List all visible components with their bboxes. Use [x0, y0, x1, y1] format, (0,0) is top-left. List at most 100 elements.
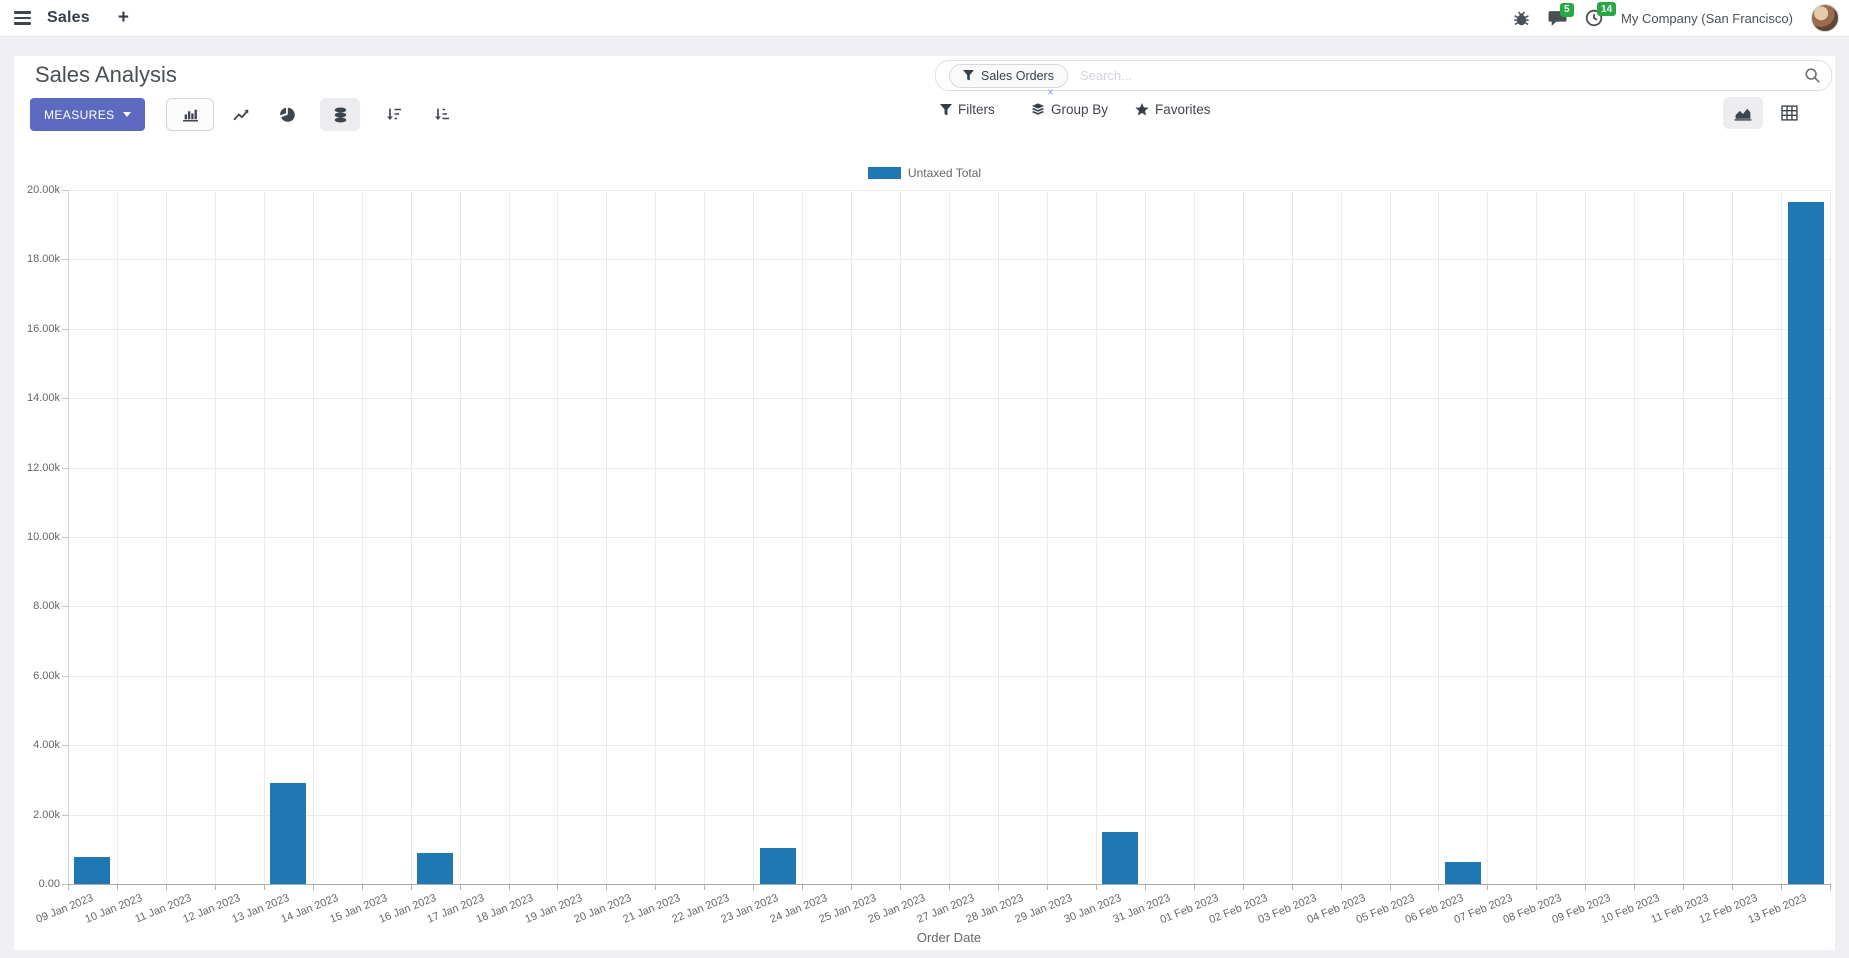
bar-09-jan-2023[interactable]	[74, 856, 111, 884]
x-tick-mark	[1585, 884, 1587, 890]
bar-13-jan-2023[interactable]	[270, 783, 307, 884]
gridline	[1781, 190, 1783, 884]
x-tick-mark	[1683, 884, 1685, 890]
plus-icon[interactable]: +	[117, 7, 129, 29]
x-tick-mark	[655, 884, 657, 890]
bar-30-jan-2023[interactable]	[1102, 831, 1139, 884]
y-tick-mark	[62, 745, 68, 747]
gridline	[263, 190, 265, 884]
pivot-view-button[interactable]	[1769, 97, 1809, 129]
favorites-button[interactable]: Favorites	[1135, 102, 1211, 117]
gridline	[655, 190, 657, 884]
x-tick-mark	[1438, 884, 1440, 890]
pie-chart-button[interactable]	[267, 98, 307, 131]
apps-menu-icon[interactable]	[12, 7, 33, 28]
sort-ascending-icon	[435, 108, 449, 120]
search-icon[interactable]	[1804, 67, 1821, 84]
bar-16-jan-2023[interactable]	[417, 853, 454, 884]
layers-icon	[1031, 103, 1045, 115]
x-tick-mark	[508, 884, 510, 890]
group-by-button[interactable]: Group By	[1031, 102, 1108, 117]
y-tick-label: 2.00k	[33, 808, 60, 821]
sort-ascending-button[interactable]	[422, 98, 462, 131]
x-tick-mark	[312, 884, 314, 890]
x-tick-mark	[214, 884, 216, 890]
x-tick-mark	[1536, 884, 1538, 890]
bar-23-jan-2023[interactable]	[759, 847, 796, 884]
gridline	[1046, 190, 1048, 884]
bar-chart-button[interactable]	[166, 98, 214, 131]
top-navbar: Sales + 5	[0, 0, 1849, 37]
activities-button[interactable]: 14	[1585, 2, 1617, 27]
y-tick-mark	[62, 675, 68, 677]
gridline	[508, 190, 510, 884]
funnel-icon	[963, 70, 974, 81]
pivot-grid-icon	[1780, 105, 1798, 121]
gridline	[1242, 190, 1244, 884]
x-tick-mark	[1634, 884, 1636, 890]
filters-button[interactable]: Filters	[940, 102, 995, 117]
x-tick-mark	[949, 884, 950, 890]
legend-label: Untaxed Total	[907, 166, 982, 180]
x-axis-line	[68, 884, 1830, 885]
gridline	[1487, 190, 1489, 884]
star-icon	[1135, 103, 1149, 116]
measures-button[interactable]: MEASURES	[30, 98, 145, 131]
x-tick-mark	[900, 884, 902, 890]
gridline	[116, 190, 118, 884]
gridline	[1291, 190, 1293, 884]
search-facet-sales-orders[interactable]: Sales Orders	[949, 63, 1068, 88]
gridline	[1438, 190, 1440, 884]
company-switcher[interactable]: My Company (San Francisco)	[1621, 10, 1793, 26]
y-tick-label: 4.00k	[33, 739, 60, 752]
gridline	[312, 190, 314, 884]
gridline	[851, 190, 853, 884]
x-tick-mark	[1242, 884, 1244, 890]
facet-label: Sales Orders	[981, 68, 1054, 83]
legend-swatch	[867, 167, 901, 179]
y-tick-label: 12.00k	[26, 461, 60, 474]
gridline	[606, 190, 608, 884]
messages-button[interactable]: 5	[1548, 2, 1574, 27]
gridline	[704, 190, 706, 884]
bug-icon[interactable]	[1513, 10, 1530, 27]
gridline	[1193, 190, 1195, 884]
sort-descending-button[interactable]	[374, 98, 414, 131]
user-avatar[interactable]	[1811, 4, 1839, 32]
stacked-toggle-button[interactable]	[320, 98, 360, 131]
facet-remove-icon[interactable]: ×	[1047, 85, 1055, 99]
x-tick-mark	[410, 884, 412, 890]
gridline	[1144, 190, 1146, 884]
activities-count-badge: 14	[1597, 2, 1617, 16]
x-tick-mark	[459, 884, 461, 890]
gridline	[459, 190, 461, 884]
graph-view-button[interactable]	[1723, 97, 1763, 129]
y-tick-label: 16.00k	[26, 322, 60, 335]
x-tick-mark	[1487, 884, 1489, 890]
x-tick-mark	[263, 884, 265, 890]
x-tick-mark	[1732, 884, 1734, 890]
search-input[interactable]: Sales Orders Search...	[935, 60, 1832, 91]
gridline	[1732, 190, 1734, 884]
x-tick-mark	[1046, 884, 1048, 890]
legend-item-untaxed-total[interactable]: Untaxed Total	[867, 166, 982, 180]
y-tick-mark	[62, 814, 68, 816]
chevron-down-icon	[122, 112, 131, 117]
pie-chart-icon	[280, 107, 295, 122]
gridline	[949, 190, 950, 884]
y-tick-label: 18.00k	[26, 253, 60, 266]
x-tick-mark	[1340, 884, 1342, 890]
gridline	[1683, 190, 1685, 884]
y-tick-mark	[62, 884, 68, 885]
bar-06-feb-2023[interactable]	[1444, 862, 1481, 884]
line-chart-button[interactable]	[221, 98, 261, 131]
bar-13-feb-2023[interactable]	[1787, 202, 1824, 884]
app-name-sales[interactable]: Sales	[47, 8, 90, 26]
y-tick-mark	[62, 467, 68, 469]
content-card: Sales Analysis MEASURES	[14, 56, 1835, 950]
x-tick-mark	[1830, 884, 1831, 890]
area-chart-icon	[1734, 108, 1752, 121]
x-tick-mark	[753, 884, 755, 890]
x-tick-mark	[116, 884, 118, 890]
